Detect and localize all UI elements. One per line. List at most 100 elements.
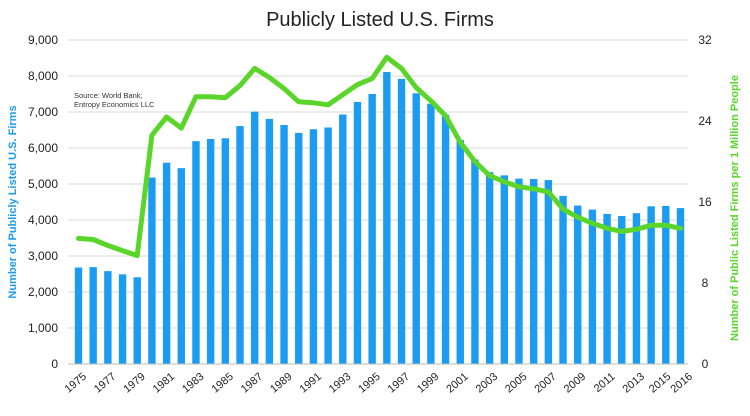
line-point [239,84,241,87]
line-point [210,96,212,98]
line-point [606,227,608,229]
x-tick-label: 2009 [562,371,588,396]
y2-tick-label: 24 [698,114,712,128]
line-point [298,101,300,103]
x-tick-label: 1981 [151,371,177,396]
x-tick-label: 2005 [503,371,529,396]
line-point [547,191,549,193]
x-tick-label: 2016 [669,371,695,396]
x-tick-label: 2015 [647,371,673,396]
bar [221,138,230,364]
bar [515,178,523,364]
bar [309,129,318,364]
bar [618,216,626,364]
x-tick-label: 2001 [444,371,470,396]
y-tick-label: 7,000 [28,105,58,119]
grid-lines [68,39,688,365]
bar [412,93,420,364]
bar [324,127,332,364]
bar-series [74,72,685,365]
bar [295,132,303,364]
bar [104,271,112,364]
line-point [474,160,476,163]
line-point [665,224,667,226]
line-point [180,127,182,129]
y-axis-label: Number of Publicly Listed U.S. Firms [7,105,19,298]
x-tick-label: 2007 [532,371,558,396]
line-point [342,94,344,96]
line-series [76,54,683,259]
line-point [430,100,432,102]
line-point [165,116,168,118]
line-point [400,67,403,69]
x-tick-label: 1995 [356,371,382,396]
bar [148,177,156,364]
bar [265,118,274,364]
bar [574,205,582,364]
bar [471,159,479,364]
bar [339,114,347,365]
line-point [312,102,315,104]
source-note: Source: World Bank; Entropy Economics LL… [74,91,155,109]
line-point [268,76,270,79]
bar [74,267,83,364]
bar [250,111,259,364]
line-point [489,175,491,177]
bar [529,178,538,364]
line-point [356,83,359,86]
bar [162,162,171,364]
line-point [518,186,520,188]
bar [192,141,200,364]
bar [647,206,655,364]
line-point [92,238,94,241]
y-tick-label: 2,000 [28,285,58,299]
line-point [562,208,564,210]
bar [383,72,391,364]
line-point [444,115,447,117]
y-tick-label: 0 [51,357,58,371]
line-point [386,56,388,58]
line-point [577,216,579,218]
y2-axis-label: Number of Public Listed Firms per 1 Mill… [729,75,741,341]
line-point [107,244,109,247]
y-tick-label: 1,000 [28,321,58,335]
x-tick-label: 1993 [327,371,353,396]
bar [500,175,509,364]
line-point [503,181,505,183]
bar [559,195,567,364]
y2-tick-label: 16 [698,195,712,209]
bar [280,124,288,365]
line-point [151,134,153,136]
x-tick-label: 1979 [121,371,147,396]
y2-tick-label: 0 [702,357,709,371]
source-note-line-1: Source: World Bank; [74,91,143,100]
y-tick-label: 4,000 [28,213,58,227]
x-tick-label: 2003 [474,371,500,396]
y-tick-label: 8,000 [28,69,58,83]
bar [236,126,244,364]
line-point [283,88,285,90]
line-point [621,230,623,232]
x-tick-label: 1997 [386,371,412,396]
x-tick-label: 1983 [180,371,206,396]
line-point [371,77,373,80]
line-point [77,237,80,240]
bar [427,103,435,364]
x-tick-label: 2013 [621,371,647,396]
bar [662,205,670,364]
line-point [591,222,594,224]
bar [177,168,185,364]
line-point [224,97,226,99]
x-tick-label: 1985 [209,371,235,396]
x-tick-label: 2011 [592,371,618,395]
bar [603,213,611,364]
line-point [679,227,682,229]
y-tick-label: 3,000 [28,249,58,263]
x-tick-label: 1991 [298,371,324,396]
line-point [254,67,256,69]
bar [89,267,97,364]
line-point [635,228,638,230]
x-tick-label: 1989 [268,371,294,396]
chart-title: Publicly Listed U.S. Firms [266,9,494,31]
